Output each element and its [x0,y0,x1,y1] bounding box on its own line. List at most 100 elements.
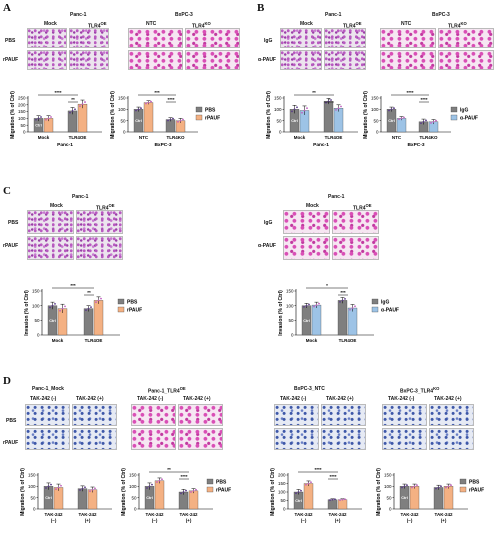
bar [77,103,88,133]
bar [333,108,344,133]
bar [77,488,88,510]
legend-swatch [459,486,467,493]
x-tick-label: TAK-242 [180,512,198,517]
b-mock-header: Mock [300,21,313,27]
micrograph [321,428,366,450]
data-point [195,488,197,491]
x-tick-label: (−) [301,518,307,523]
y-tick-label: 50 [386,495,392,500]
micrograph [27,236,74,260]
micrograph [27,210,74,234]
sig-label: **** [167,97,174,102]
b-tlr4oe-header: TLR4OE [343,21,362,30]
d-tak-label: TAK-242 (-) [137,396,164,402]
y-axis-label: Migration (% of Ctrl) [363,91,369,139]
sig-label: **** [314,467,321,472]
c-right-title: Panc-1 [328,194,345,200]
sig-label: **** [329,474,336,479]
data-point [432,120,435,123]
data-point [177,120,179,123]
data-point [167,119,169,122]
legend-swatch [450,106,458,113]
sig-label: **** [420,97,427,102]
data-point [406,484,408,487]
d-title-mock: Panc-1_Mock [32,386,64,392]
data-point [151,483,153,486]
data-point [74,108,76,111]
data-point [413,485,416,488]
y-tick-label: 0 [33,507,36,512]
y-tick-label: 100 [371,107,379,112]
sig-label: ** [87,290,91,295]
b-tlr4ko-header: TLR4KO [448,21,467,30]
b-panc1-title: Panc-1 [325,12,342,18]
data-point [47,485,50,488]
data-point [295,492,297,495]
a-tlr4ko-header: TLR4KO [192,21,211,30]
ctrl-label: Ctrl [295,499,302,503]
data-point [180,492,182,495]
data-point [90,306,92,309]
data-point [158,479,161,482]
y-tick-label: 100 [384,484,392,489]
data-point [156,481,158,483]
d-title-ntc: BxPC-3_NTC [294,386,325,392]
bar [93,300,104,336]
legend-label: IgG [460,107,468,113]
d-title-ko: BxPC-3_TLR4KO [400,386,440,395]
micrograph [438,50,494,70]
data-point [172,117,174,120]
data-point [305,483,307,486]
sig-label: *** [154,90,160,95]
data-point [330,99,332,101]
micrograph [283,210,330,234]
data-point [303,109,306,112]
data-point [393,107,395,110]
data-point [64,305,66,308]
micrograph [382,404,427,426]
bar [337,499,348,510]
d-tak-label: TAK-242 (+) [76,396,104,402]
data-point [185,489,187,492]
data-point [337,107,340,110]
x-tick-label: (−) [51,518,57,523]
data-point [339,499,341,501]
legend-label: PBS [469,479,480,485]
ctrl-label: Ctrl [35,124,42,128]
d-row-pbs: PBS [6,418,17,424]
sig-label: *** [70,283,76,288]
data-point [45,118,47,121]
data-point [354,305,356,308]
data-point [400,117,403,120]
micrograph [324,50,366,70]
y-tick-label: 100 [18,116,26,121]
y-tick-label: 50 [288,318,294,323]
y-tick-label: 0 [279,130,282,135]
legend-label: rPAUF [127,307,142,313]
legend-swatch [371,298,379,305]
data-point [50,116,52,118]
data-point [401,486,403,489]
micrograph [382,428,427,450]
data-point [420,122,422,125]
x-tick-label: TLR4OE [339,338,357,343]
data-point [339,300,341,303]
data-point [140,107,142,110]
x-tick-label: TAK-242 [329,512,347,517]
x-tick-label: (+) [186,518,192,523]
data-point [169,118,172,121]
data-point [300,489,302,492]
a-bxpc3-title: BxPC-3 [175,12,193,18]
bar [337,300,348,336]
x-tick-label: (+) [85,518,91,523]
y-tick-label: 150 [278,481,286,486]
panel-letter-a: A [3,2,11,14]
y-tick-label: 100 [118,107,126,112]
data-point [84,486,86,489]
micrograph [429,404,474,426]
micrograph [324,28,366,48]
y-tick-label: 200 [18,102,26,107]
y-tick-label: 50 [30,495,36,500]
